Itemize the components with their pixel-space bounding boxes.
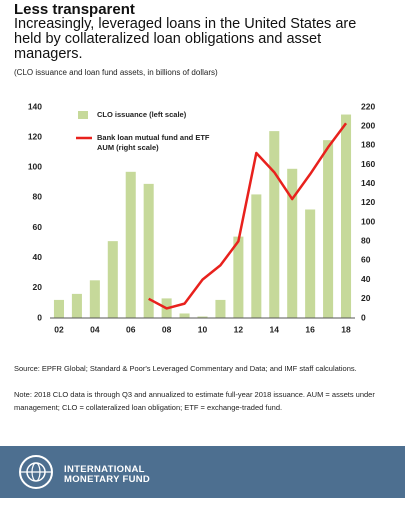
org-line: INTERNATIONAL [64,464,145,475]
x-tick-label: 16 [305,324,315,334]
bar [215,299,226,318]
bar [107,241,118,318]
bar [71,293,82,318]
y-tick-label: 100 [28,162,42,172]
y2-tick-label: 100 [361,216,375,226]
x-tick-label: 18 [341,324,351,334]
bar [125,171,136,318]
footer [0,446,405,498]
y2-tick-label: 180 [361,140,375,150]
note: Note: 2018 CLO data is through Q3 and an… [14,390,375,412]
x-tick-label: 10 [198,324,208,334]
y2-tick-label: 200 [361,120,375,130]
y-tick-label: 60 [33,222,43,232]
y2-tick-label: 140 [361,178,375,188]
subtitle: Increasingly, leveraged loans in the Uni… [14,16,357,62]
units-note: (CLO issuance and loan fund assets, in b… [14,68,218,77]
bar [233,236,244,318]
bar [341,114,352,319]
bar [323,140,334,318]
line [148,122,348,310]
y2-tick-label: 120 [361,197,375,207]
y2-tick-label: 80 [361,236,371,246]
imf-logo [19,455,53,489]
x-tick-label: 08 [162,324,172,334]
bar [179,313,190,318]
bar [197,316,208,318]
source: Source: EPFR Global; Standard & Poor's L… [14,364,357,373]
x-tick-label: 12 [234,324,244,334]
org-line: MONETARY FUND [64,474,151,485]
bar [287,168,298,318]
y2-tick-label: 60 [361,255,371,265]
y2-tick-label: 220 [361,101,375,111]
y-tick-label: 120 [28,131,42,141]
chart: 0204060801001201400204060801001201401601… [28,101,376,334]
bar [89,280,100,318]
org-name: INTERNATIONAL MONETARY FUND [64,465,150,485]
y-tick-label: 20 [33,282,43,292]
y-tick-label: 140 [28,101,42,111]
y2-tick-label: 20 [361,293,371,303]
x-tick-label: 14 [270,324,280,334]
bar [53,299,64,318]
bar [251,194,262,318]
bar [269,131,280,318]
y-tick-label: 40 [33,252,43,262]
y2-tick-label: 40 [361,274,371,284]
y-tick-label: 80 [33,192,43,202]
x-tick-label: 06 [126,324,136,334]
bar [143,183,154,318]
legend-label: CLO issuance (left scale) [97,110,187,119]
x-tick-label: 02 [54,324,64,334]
y2-tick-label: 160 [361,159,375,169]
legend-swatch [78,111,88,119]
bar [305,209,316,318]
y-tick-label: 0 [37,312,42,322]
title: Less transparent [14,1,135,18]
x-tick-label: 04 [90,324,100,334]
legend-label: Bank loan mutual fund and ETF AUM (right… [97,133,210,152]
y2-tick-label: 0 [361,312,366,322]
